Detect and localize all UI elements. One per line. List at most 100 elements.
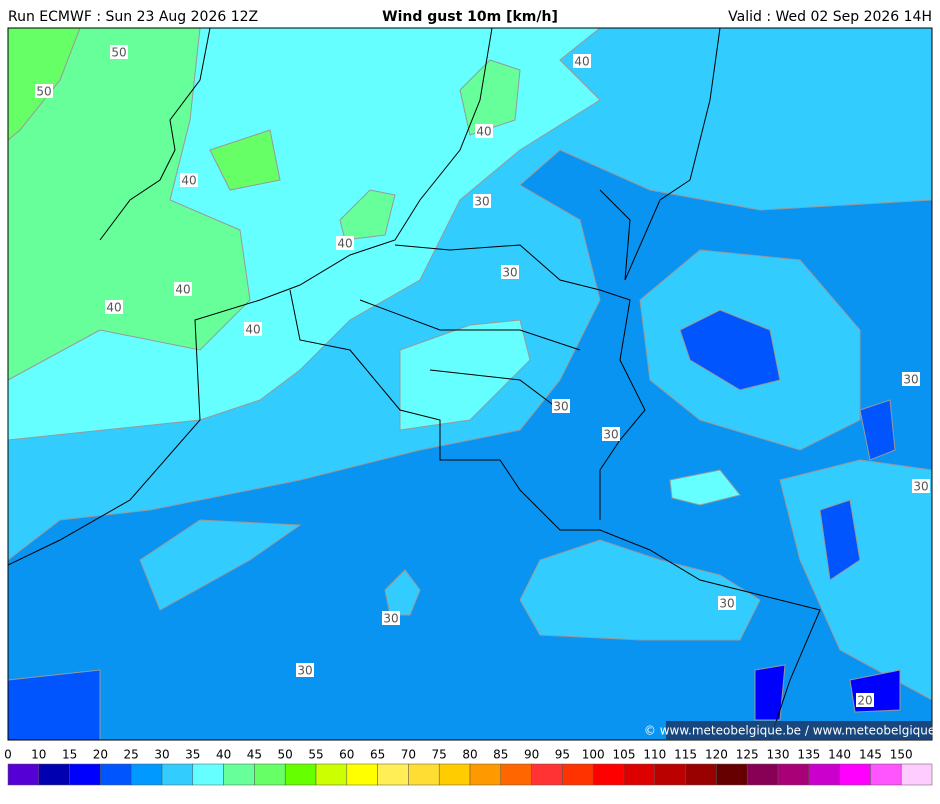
colorbar-swatch bbox=[100, 763, 132, 786]
contour-label-box bbox=[105, 300, 123, 314]
colorbar-label: 90 bbox=[524, 748, 539, 762]
contour-label-box bbox=[110, 45, 128, 59]
contour-label-box bbox=[473, 194, 491, 208]
contour-label: 30 bbox=[297, 664, 312, 678]
colorbar-swatch bbox=[254, 763, 286, 786]
colorbar-swatch bbox=[346, 763, 378, 786]
colorbar-swatch bbox=[223, 763, 255, 786]
colorbar-label: 105 bbox=[613, 748, 636, 762]
colorbar-swatch bbox=[839, 763, 871, 786]
colorbar-swatch bbox=[38, 763, 70, 786]
colorbar-label: 135 bbox=[797, 748, 820, 762]
run-info: Run ECMWF : Sun 23 Aug 2026 12Z bbox=[8, 9, 258, 25]
colorbar-swatch bbox=[746, 763, 779, 786]
contour-label: 50 bbox=[36, 85, 51, 99]
colorbar-swatch bbox=[315, 763, 348, 786]
colorbar-label: 120 bbox=[705, 748, 728, 762]
colorbar-swatch bbox=[469, 763, 502, 786]
contour-label-box bbox=[382, 611, 400, 625]
colorbar-swatch bbox=[500, 763, 532, 786]
colorbar-label: 35 bbox=[185, 748, 200, 762]
contour-label-box bbox=[244, 322, 262, 336]
contour-label: 40 bbox=[574, 55, 589, 69]
map-title: Wind gust 10m [km/h] bbox=[382, 9, 558, 25]
contour-label-box bbox=[552, 399, 570, 413]
colorbar-swatch bbox=[408, 763, 440, 786]
colorbar-swatch bbox=[716, 763, 748, 786]
colorbar-label: 145 bbox=[859, 748, 882, 762]
colorbar-label: 25 bbox=[124, 748, 139, 762]
contour-label: 30 bbox=[603, 428, 618, 442]
colorbar-swatch bbox=[130, 763, 163, 786]
contour-label: 30 bbox=[383, 612, 398, 626]
contour-label-box bbox=[336, 236, 354, 250]
colorbar-label: 110 bbox=[643, 748, 666, 762]
colorbar-swatch bbox=[623, 763, 656, 786]
contour-label: 30 bbox=[474, 195, 489, 209]
contour-label: 50 bbox=[111, 46, 126, 60]
credit: © www.meteobelgique.be / www.meteobelgiq… bbox=[644, 724, 940, 738]
contour-label-box bbox=[718, 596, 736, 610]
contour-label-box bbox=[602, 427, 620, 441]
contour-label-box bbox=[35, 84, 53, 98]
colorbar-swatch bbox=[69, 763, 101, 786]
contour-label: 30 bbox=[719, 597, 734, 611]
colorbar-label: 100 bbox=[582, 748, 605, 762]
colorbar-swatch bbox=[438, 763, 471, 786]
colorbar-swatch bbox=[161, 763, 194, 786]
colorbar-label: 65 bbox=[370, 748, 385, 762]
colorbar-label: 75 bbox=[432, 748, 447, 762]
colorbar-swatch bbox=[685, 763, 717, 786]
contour-label-box bbox=[296, 663, 314, 677]
colorbar-swatch bbox=[531, 763, 563, 786]
colorbar-swatch bbox=[870, 763, 902, 786]
colorbar-label: 80 bbox=[462, 748, 477, 762]
contour-label-box bbox=[174, 282, 192, 296]
contour-label: 20 bbox=[857, 694, 872, 708]
valid-info: Valid : Wed 02 Sep 2026 14H bbox=[728, 9, 932, 25]
colorbar-label: 85 bbox=[493, 748, 508, 762]
colorbar-swatch bbox=[808, 763, 840, 786]
colorbar-swatch bbox=[900, 763, 933, 786]
contour-label: 30 bbox=[502, 266, 517, 280]
colorbar-swatch bbox=[592, 763, 625, 786]
colorbar-label: 30 bbox=[154, 748, 169, 762]
colorbar-swatch bbox=[284, 763, 317, 786]
colorbar-label: 15 bbox=[62, 748, 77, 762]
contour-label: 30 bbox=[553, 400, 568, 414]
contour-label-box bbox=[475, 124, 493, 138]
colorbar-label: 95 bbox=[555, 748, 570, 762]
contour-label-box bbox=[501, 265, 519, 279]
colorbar-swatch bbox=[7, 763, 40, 786]
contour-label-box bbox=[573, 54, 591, 68]
colorbar-label: 20 bbox=[93, 748, 108, 762]
contour-label-box bbox=[856, 693, 874, 707]
colorbar-label: 70 bbox=[401, 748, 416, 762]
contour-label: 40 bbox=[245, 323, 260, 337]
colorbar-label: 55 bbox=[308, 748, 323, 762]
colorbar-label: 130 bbox=[767, 748, 790, 762]
contour-label: 40 bbox=[106, 301, 121, 315]
colorbar-label: 125 bbox=[736, 748, 759, 762]
colorbar-swatch bbox=[777, 763, 810, 786]
colorbar-swatch bbox=[654, 763, 686, 786]
contour-label: 30 bbox=[903, 373, 918, 387]
contour-label: 40 bbox=[337, 237, 352, 251]
colorbar-label: 0 bbox=[4, 748, 12, 762]
colorbar-label: 10 bbox=[31, 748, 46, 762]
contour-label-box bbox=[902, 372, 920, 386]
contour-label-box bbox=[912, 479, 930, 493]
contour-label: 40 bbox=[476, 125, 491, 139]
colorbar-label: 45 bbox=[247, 748, 262, 762]
colorbar-label: 150 bbox=[890, 748, 913, 762]
colorbar-label: 115 bbox=[674, 748, 697, 762]
colorbar-label: 60 bbox=[339, 748, 354, 762]
contour-label: 30 bbox=[913, 480, 928, 494]
map: 50 50 40 40 40 30 40 30 40 40 40 30 30 30 30 30 30 30 20 ©… bbox=[7, 27, 940, 741]
colorbar: 0 10 15 20 25 30 35 40 45 50 55 60 65 70 75 80 85 90 95 100… bbox=[4, 748, 933, 786]
contour-label: 40 bbox=[175, 283, 190, 297]
contour-label: 40 bbox=[181, 174, 196, 188]
colorbar-label: 50 bbox=[278, 748, 293, 762]
colorbar-label: 40 bbox=[216, 748, 231, 762]
